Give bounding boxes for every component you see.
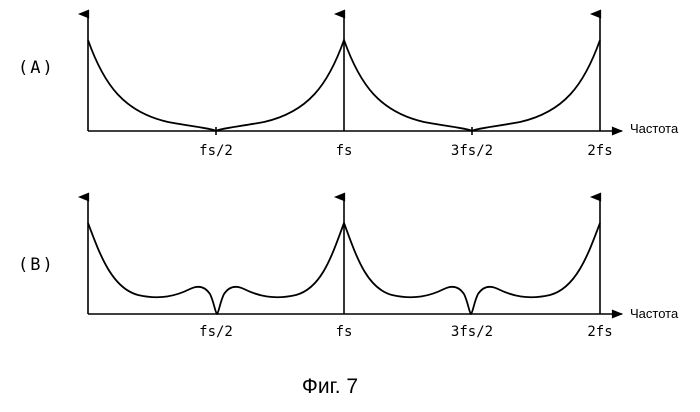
panel-a: (A) Частота fs/2 fs 3fs/2 2fs (18, 14, 679, 159)
panel-b-label: (B) (18, 255, 55, 275)
panel-b-tick-label-2fs: 2fs (587, 324, 612, 340)
figure-caption: Фиг. 7 (302, 375, 358, 398)
panel-a-tick-label-fs2: fs/2 (199, 143, 233, 159)
panel-b-tick-label-fs: fs (336, 324, 353, 340)
panel-b: (B) Частота fs/2 fs 3fs/2 2fs (18, 197, 679, 340)
panel-b-axis-title: Частота (630, 306, 679, 321)
panel-a-tick-label-fs: fs (336, 143, 353, 159)
panel-a-axis-title: Частота (630, 121, 679, 136)
panel-b-tick-label-fs2: fs/2 (199, 324, 233, 340)
panel-a-tick-label-2fs: 2fs (587, 143, 612, 159)
panel-a-tick-label-3fs2: 3fs/2 (451, 143, 493, 159)
panel-b-tick-label-3fs2: 3fs/2 (451, 324, 493, 340)
panel-a-label: (A) (18, 58, 55, 78)
